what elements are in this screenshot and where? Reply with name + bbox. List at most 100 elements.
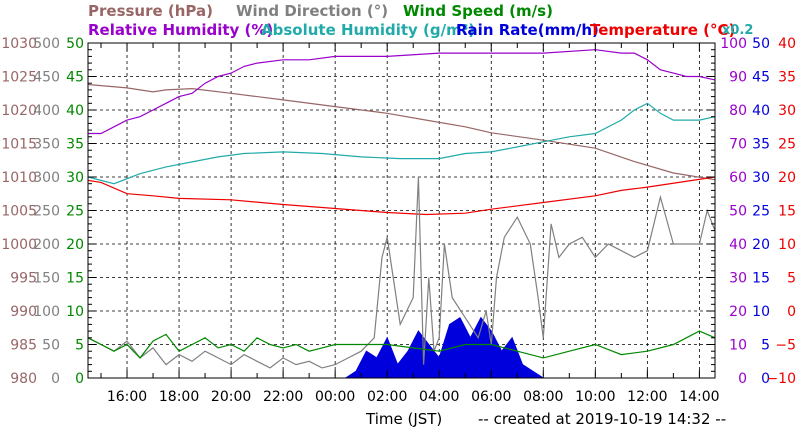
y-tick-label-rain-rate: 25 bbox=[752, 204, 770, 220]
x-tick-label: 02:00 bbox=[367, 389, 407, 405]
x-tick-label: 14:00 bbox=[679, 389, 719, 405]
y-tick-label-rain-rate: 40 bbox=[752, 103, 770, 119]
x-tick-label: 00:00 bbox=[315, 389, 355, 405]
y-tick-label-temperature: 10 bbox=[778, 237, 796, 253]
y-tick-label-wind-direction: 250 bbox=[33, 204, 60, 220]
y-tick-label-pressure: 1015 bbox=[1, 137, 37, 153]
y-tick-label-pressure: 1000 bbox=[1, 237, 37, 253]
y-tick-label-relative-humidity: 40 bbox=[729, 237, 747, 253]
y-tick-label-wind-speed: 40 bbox=[66, 103, 84, 119]
x-tick-label: 06:00 bbox=[471, 389, 511, 405]
y-tick-label-rain-rate: 35 bbox=[752, 137, 770, 153]
y-tick-label-wind-speed: 0 bbox=[75, 371, 84, 387]
x-tick-label: 08:00 bbox=[523, 389, 563, 405]
y-tick-label-relative-humidity: 90 bbox=[729, 70, 747, 86]
y-tick-label-relative-humidity: 50 bbox=[729, 204, 747, 220]
legend-wind-speed: Wind Speed (m/s) bbox=[403, 2, 553, 20]
y-tick-label-wind-direction: 0 bbox=[51, 371, 60, 387]
legend-wind-direction: Wind Direction (°) bbox=[236, 2, 388, 20]
y-tick-label-rain-rate: 20 bbox=[752, 237, 770, 253]
x-axis-label: Time (JST) bbox=[365, 410, 442, 428]
x-tick-label: 10:00 bbox=[575, 389, 615, 405]
y-tick-label-rain-rate: 15 bbox=[752, 271, 770, 287]
y-tick-label-pressure: 1020 bbox=[1, 103, 37, 119]
created-note: -- created at 2019-10-19 14:32 -- bbox=[478, 410, 726, 428]
x-tick-label: 20:00 bbox=[211, 389, 251, 405]
x-tick-label: 18:00 bbox=[159, 389, 199, 405]
y-tick-label-pressure: 1010 bbox=[1, 170, 37, 186]
y-tick-labels: 1030102510201015101010051000995990985980… bbox=[1, 36, 796, 387]
rain-rate-area bbox=[343, 316, 545, 379]
series-rain-rate-mm-h bbox=[343, 316, 545, 379]
series-temperature-c bbox=[87, 176, 716, 216]
y-tick-label-temperature: 20 bbox=[778, 170, 796, 186]
y-tick-label-wind-speed: 25 bbox=[66, 204, 84, 220]
x-tick-label: 04:00 bbox=[419, 389, 459, 405]
y-tick-label-pressure: 995 bbox=[10, 271, 37, 287]
y-tick-label-relative-humidity: 0 bbox=[738, 371, 747, 387]
y-tick-label-wind-speed: 15 bbox=[66, 271, 84, 287]
legend-absolute-humidity: Absolute Humidity (g/m³) bbox=[261, 21, 475, 39]
series-lines bbox=[87, 49, 716, 369]
legend-pressure: Pressure (hPa) bbox=[88, 2, 213, 20]
y-tick-label-wind-direction: 400 bbox=[33, 103, 60, 119]
y-tick-label-relative-humidity: 100 bbox=[720, 36, 747, 52]
y-tick-label-wind-speed: 35 bbox=[66, 137, 84, 153]
x-tick-label: 16:00 bbox=[107, 389, 147, 405]
y-tick-label-rain-rate: 50 bbox=[752, 36, 770, 52]
y-tick-label-relative-humidity: 30 bbox=[729, 271, 747, 287]
series-wind-speed-m-s bbox=[87, 330, 716, 359]
y-tick-label-relative-humidity: 60 bbox=[729, 170, 747, 186]
y-tick-label-rain-rate: 0 bbox=[761, 371, 770, 387]
y-tick-label-rain-rate: 45 bbox=[752, 70, 770, 86]
axis-ticks bbox=[88, 42, 715, 379]
y-tick-label-temperature: 40 bbox=[778, 36, 796, 52]
y-tick-label-temperature: 15 bbox=[778, 204, 796, 220]
y-tick-label-pressure: 980 bbox=[10, 371, 37, 387]
legend-relative-humidity: Relative Humidity (%) bbox=[88, 21, 273, 39]
y-tick-label-temperature: 30 bbox=[778, 103, 796, 119]
y-tick-label-wind-direction: 200 bbox=[33, 237, 60, 253]
y-tick-label-wind-speed: 10 bbox=[66, 304, 84, 320]
y-tick-label-wind-direction: 150 bbox=[33, 271, 60, 287]
x-tick-label: 12:00 bbox=[627, 389, 667, 405]
y-tick-label-wind-direction: 50 bbox=[42, 338, 60, 354]
y-tick-label-wind-speed: 30 bbox=[66, 170, 84, 186]
y-tick-label-relative-humidity: 20 bbox=[729, 304, 747, 320]
y-tick-label-wind-direction: 350 bbox=[33, 137, 60, 153]
y-tick-label-wind-speed: 5 bbox=[75, 338, 84, 354]
y-tick-label-relative-humidity: 10 bbox=[729, 338, 747, 354]
grid bbox=[88, 43, 715, 378]
series-absolute-humidity-g-m bbox=[87, 102, 716, 185]
series-pressure-hpa bbox=[87, 83, 716, 181]
legend-temperature: Temperature (°C) bbox=[590, 21, 735, 39]
y-tick-label-temperature: 25 bbox=[778, 137, 796, 153]
x-tick-label: 22:00 bbox=[263, 389, 303, 405]
y-tick-label-rain-rate: 5 bbox=[761, 338, 770, 354]
y-tick-label-wind-direction: 100 bbox=[33, 304, 60, 320]
y-tick-label-relative-humidity: 80 bbox=[729, 103, 747, 119]
y-tick-label-wind-speed: 50 bbox=[66, 36, 84, 52]
legend-absolute-humidity-factor: x0.2 bbox=[722, 23, 753, 38]
y-tick-label-wind-direction: 450 bbox=[33, 70, 60, 86]
y-tick-label-pressure: 1025 bbox=[1, 70, 37, 86]
y-tick-label-rain-rate: 30 bbox=[752, 170, 770, 186]
y-tick-label-wind-direction: 300 bbox=[33, 170, 60, 186]
legend-rain-rate: Rain Rate(mm/h) bbox=[456, 21, 599, 39]
series-relative-humidity bbox=[88, 49, 716, 135]
y-tick-label-pressure: 985 bbox=[10, 338, 37, 354]
y-tick-label-temperature: −10 bbox=[766, 371, 796, 387]
y-tick-label-temperature: 35 bbox=[778, 70, 796, 86]
y-tick-label-temperature: 5 bbox=[787, 271, 796, 287]
y-tick-label-relative-humidity: 70 bbox=[729, 137, 747, 153]
y-tick-label-rain-rate: 10 bbox=[752, 304, 770, 320]
y-tick-label-pressure: 990 bbox=[10, 304, 37, 320]
y-tick-label-temperature: −5 bbox=[775, 338, 796, 354]
x-tick-labels: 16:00 18:00 20:00 22:00 00:00 02:00 04:00 06:00… bbox=[107, 389, 720, 405]
y-tick-label-wind-speed: 20 bbox=[66, 237, 84, 253]
y-tick-label-temperature: 0 bbox=[787, 304, 796, 320]
series-wind-direction bbox=[87, 176, 716, 369]
y-tick-label-wind-direction: 500 bbox=[33, 36, 60, 52]
